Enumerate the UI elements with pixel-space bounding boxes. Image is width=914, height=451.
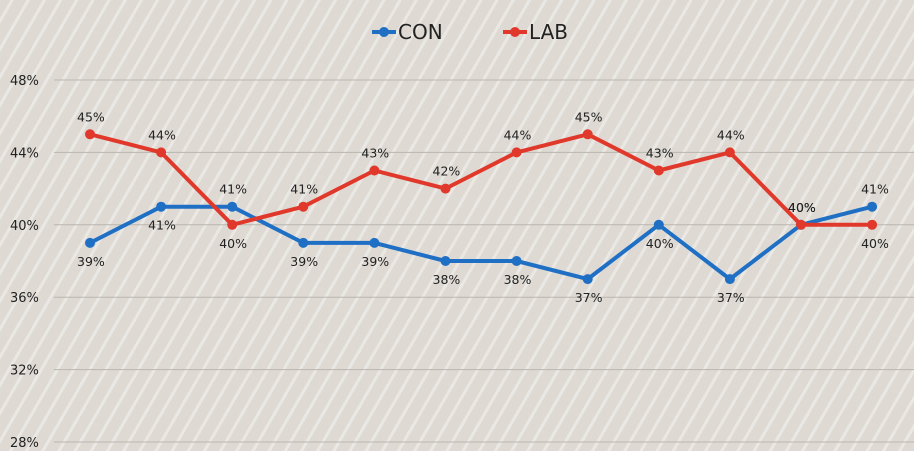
con-data-label: 37% <box>717 290 745 305</box>
con-legend-label: CON <box>398 20 443 44</box>
y-tick-label: 48% <box>10 74 39 89</box>
con-data-point <box>511 256 522 266</box>
con-data-point <box>85 237 95 248</box>
lab-data-label: 40% <box>861 236 889 251</box>
lab-data-label: 45% <box>77 109 105 124</box>
con-data-label: 41% <box>148 218 176 233</box>
lab-data-label: 41% <box>290 182 318 197</box>
con-data-point <box>369 237 380 248</box>
y-tick-label: 28% <box>10 436 39 451</box>
y-tick-label: 40% <box>10 219 39 234</box>
lab-data-point <box>227 219 238 230</box>
y-tick-label: 32% <box>10 364 39 379</box>
con-data-point <box>724 274 735 285</box>
lab-data-point <box>369 165 380 176</box>
con-data-point <box>653 219 664 230</box>
lab-data-point <box>724 147 735 158</box>
lab-data-label: 44% <box>717 127 745 142</box>
series-lines <box>85 129 878 285</box>
lab-series-line <box>89 132 873 227</box>
con-data-point <box>156 201 167 212</box>
lab-data-point <box>85 129 95 140</box>
con-data-label: 41% <box>219 182 247 197</box>
y-axis: 28% 32% 36% 40% 44% 48% <box>10 74 39 451</box>
lab-data-point <box>796 219 806 230</box>
lab-data-label: 43% <box>646 146 674 161</box>
lab-data-label: 45% <box>575 109 603 124</box>
data-labels: 39% 41% 41% 39% 39% 38% 38% 37% 40% 37% 40% 41% 45% 4… <box>77 109 889 305</box>
lab-data-label: 44% <box>504 127 532 142</box>
con-data-label: 41% <box>861 182 889 197</box>
lab-data-point <box>156 147 167 158</box>
con-data-point <box>867 201 878 212</box>
lab-data-point <box>511 147 522 158</box>
lab-data-label: 40% <box>788 200 816 215</box>
con-data-label: 39% <box>290 254 318 269</box>
lab-legend-marker <box>510 27 520 37</box>
y-tick-label: 44% <box>10 146 39 161</box>
con-data-label: 40% <box>646 236 674 251</box>
con-data-point <box>298 237 309 248</box>
con-data-label: 37% <box>575 290 603 305</box>
lab-data-label: 42% <box>433 164 461 179</box>
lab-data-label: 44% <box>148 127 176 142</box>
lab-data-point <box>298 201 309 212</box>
gridlines <box>54 79 914 443</box>
lab-legend-label: LAB <box>529 20 568 44</box>
lab-data-label: 40% <box>219 236 247 251</box>
lab-data-point <box>653 165 664 176</box>
con-series-line <box>89 204 873 282</box>
con-data-label: 40% <box>788 200 816 215</box>
y-tick-label: 36% <box>10 291 39 306</box>
lab-data-point <box>867 219 878 230</box>
con-data-label: 38% <box>504 272 532 287</box>
con-data-point <box>440 256 451 266</box>
con-data-point <box>582 274 593 285</box>
lab-data-label: 43% <box>361 146 389 161</box>
con-data-point <box>227 201 238 212</box>
con-data-label: 38% <box>433 272 461 287</box>
con-data-label: 39% <box>77 254 105 269</box>
legend: CON LAB <box>372 20 568 44</box>
con-data-label: 39% <box>361 254 389 269</box>
lab-data-point <box>582 129 593 140</box>
lab-data-point <box>440 183 451 194</box>
con-legend-marker <box>379 27 389 37</box>
